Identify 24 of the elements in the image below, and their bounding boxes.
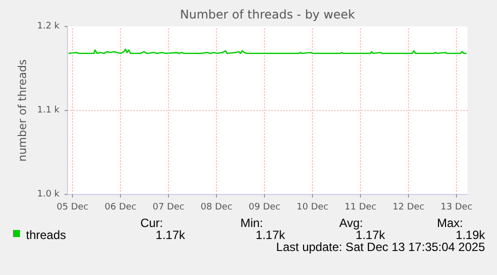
y-tick-label: 1.0 k [37, 190, 60, 200]
x-tick-label: 12 Dec [392, 202, 424, 212]
x-tick-label: 11 Dec [344, 202, 376, 212]
text: Last update: Sat Dec 13 17:35:04 2025 [276, 240, 485, 256]
chart-title: Number of threads - by week [180, 8, 356, 22]
x-tick-label: 06 Dec [104, 202, 136, 212]
legend-label: threads [26, 227, 66, 244]
text: Avg: [338, 215, 363, 230]
text: Max: [436, 215, 463, 230]
x-tick-label: 10 Dec [296, 202, 328, 212]
text: Cur: [139, 215, 163, 230]
x-tick-label: 05 Dec [56, 202, 88, 212]
text: 1.17k [154, 228, 185, 244]
y-axis-title: number of threads [16, 59, 30, 162]
x-tick-label: 13 Dec [440, 202, 472, 212]
x-tick-label: 07 Dec [152, 202, 184, 212]
y-tick-label: 1.2 k [37, 22, 60, 32]
text: 1.17k [356, 228, 385, 242]
x-tick-label: 09 Dec [248, 202, 280, 212]
text: Min: [239, 215, 263, 230]
text: 1.19k [454, 228, 485, 242]
y-tick-label: 1.1 k [37, 106, 60, 116]
x-tick-label: 08 Dec [200, 202, 232, 212]
text: 1.17k [254, 227, 285, 242]
